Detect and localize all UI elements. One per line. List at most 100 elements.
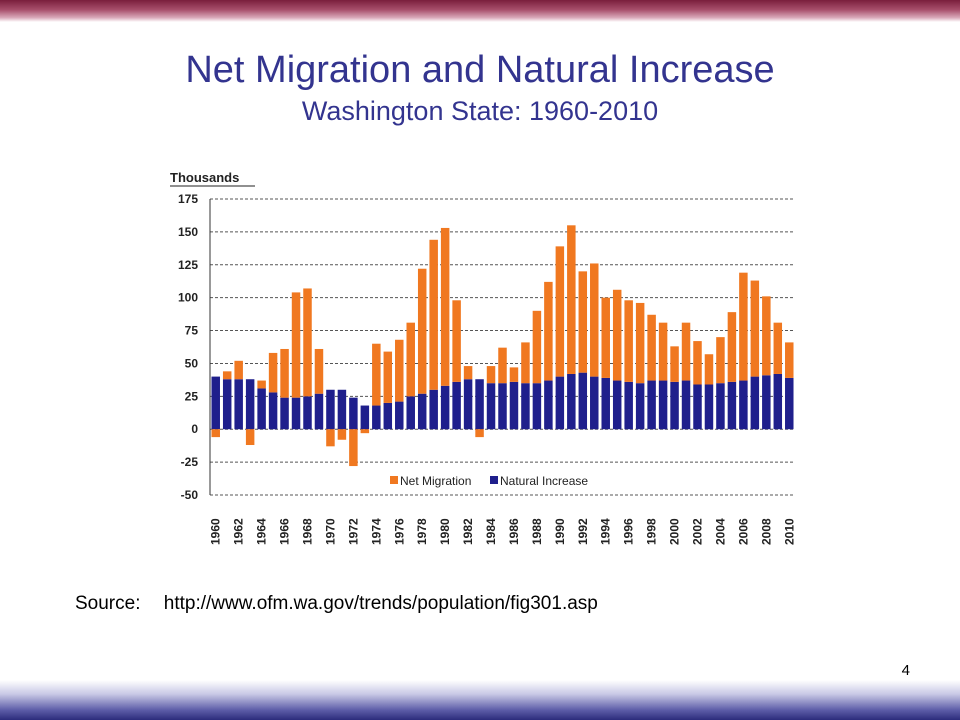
- bar-net-migration: [257, 380, 266, 389]
- bar-net-migration: [303, 288, 312, 397]
- bar-net-migration: [601, 297, 610, 378]
- x-tick-label: 1964: [255, 518, 269, 545]
- y-tick-label: 0: [191, 422, 198, 436]
- bar-natural-increase: [693, 384, 702, 430]
- bar-net-migration: [417, 268, 427, 394]
- bar-net-migration: [544, 281, 553, 381]
- bar-net-migration: [509, 367, 519, 382]
- y-tick-label: 75: [185, 324, 199, 338]
- x-tick-label: 1994: [599, 518, 613, 545]
- source-label: Source:: [75, 593, 141, 614]
- bar-natural-increase: [417, 393, 427, 430]
- bar-net-migration: [349, 429, 358, 467]
- bar-natural-increase: [326, 389, 335, 430]
- bar-net-migration: [555, 246, 565, 377]
- bar-net-migration: [429, 239, 438, 390]
- bar-net-migration: [268, 352, 278, 393]
- bar-natural-increase: [635, 383, 645, 430]
- bar-net-migration: [360, 429, 370, 434]
- x-tick-label: 2004: [713, 518, 727, 545]
- x-tick-label: 2010: [782, 518, 796, 545]
- bar-natural-increase: [590, 376, 599, 430]
- bar-net-migration: [211, 429, 220, 438]
- bar-net-migration: [475, 429, 484, 438]
- legend-swatch-natural-increase: [490, 476, 498, 484]
- bar-net-migration: [635, 302, 645, 384]
- bar-net-migration: [280, 348, 289, 398]
- bar-natural-increase: [727, 381, 737, 430]
- bar-natural-increase: [521, 383, 530, 430]
- bar-natural-increase: [509, 381, 519, 430]
- legend-swatch-net-migration: [390, 476, 398, 484]
- bar-net-migration: [372, 343, 381, 406]
- bar-net-migration: [521, 342, 530, 384]
- x-tick-label: 1980: [438, 518, 452, 545]
- x-tick-label: 1978: [415, 518, 429, 545]
- bar-natural-increase: [440, 385, 450, 430]
- bar-net-migration: [486, 366, 496, 384]
- bar-natural-increase: [234, 379, 243, 430]
- x-tick-label: 2008: [759, 518, 773, 545]
- x-tick-label: 1966: [278, 518, 292, 545]
- bar-net-migration: [612, 289, 622, 381]
- bar-natural-increase: [222, 379, 232, 430]
- bar-natural-increase: [257, 388, 266, 430]
- bar-natural-increase: [349, 397, 358, 430]
- bar-net-migration: [590, 263, 599, 377]
- y-tick-label: -25: [181, 455, 199, 469]
- x-tick-label: 1984: [484, 518, 498, 545]
- bar-net-migration: [326, 429, 335, 447]
- bar-net-migration: [383, 351, 393, 403]
- bar-natural-increase: [337, 389, 347, 430]
- bar-natural-increase: [612, 380, 622, 430]
- bar-natural-increase: [268, 392, 278, 430]
- bar-net-migration: [314, 348, 324, 394]
- bar-natural-increase: [211, 376, 220, 430]
- bar-natural-increase: [314, 393, 324, 430]
- bar-net-migration: [395, 339, 404, 402]
- x-tick-label: 2002: [691, 518, 705, 545]
- y-tick-label: 175: [178, 192, 198, 206]
- slide-subtitle: Washington State: 1960-2010: [301, 96, 659, 126]
- bar-natural-increase: [395, 401, 404, 430]
- bar-net-migration: [624, 300, 633, 382]
- bar-net-migration: [658, 322, 668, 381]
- y-tick-label: 125: [178, 258, 198, 272]
- x-tick-label: 1968: [301, 518, 315, 545]
- bar-net-migration: [773, 322, 783, 374]
- bar-natural-increase: [532, 383, 542, 430]
- bar-net-migration: [222, 371, 232, 380]
- bar-natural-increase: [716, 383, 725, 430]
- bar-natural-increase: [486, 383, 496, 430]
- bar-net-migration: [440, 227, 450, 386]
- bar-natural-increase: [245, 379, 255, 430]
- y-tick-label: 100: [178, 291, 198, 305]
- bar-net-migration: [291, 292, 301, 398]
- y-tick-label: 50: [185, 356, 199, 370]
- bar-natural-increase: [406, 396, 415, 430]
- x-tick-label: 1986: [507, 518, 521, 545]
- y-unit-label: Thousands: [170, 170, 239, 185]
- bar-natural-increase: [739, 380, 748, 430]
- bar-natural-increase: [383, 402, 393, 430]
- x-tick-label: 1996: [622, 518, 636, 545]
- bar-natural-increase: [372, 405, 381, 430]
- y-tick-label: -50: [181, 488, 199, 502]
- bar-net-migration: [567, 225, 576, 374]
- x-tick-label: 1988: [530, 518, 544, 545]
- top-decorative-band: [0, 0, 960, 22]
- bar-net-migration: [406, 322, 415, 397]
- x-tick-label: 1992: [576, 518, 590, 545]
- x-tick-label: 1990: [553, 518, 567, 545]
- x-tick-label: 1998: [645, 518, 659, 545]
- bar-natural-increase: [280, 397, 289, 430]
- slide-title: Net Migration and Natural Increase: [185, 49, 775, 91]
- x-tick-label: 1972: [346, 518, 360, 545]
- bar-net-migration: [739, 272, 748, 381]
- bar-net-migration: [681, 322, 691, 381]
- source-url: http://www.ofm.wa.gov/trends/population/…: [163, 593, 598, 614]
- x-tick-label: 1970: [323, 518, 337, 545]
- bar-net-migration: [727, 312, 737, 382]
- bar-natural-increase: [773, 373, 783, 430]
